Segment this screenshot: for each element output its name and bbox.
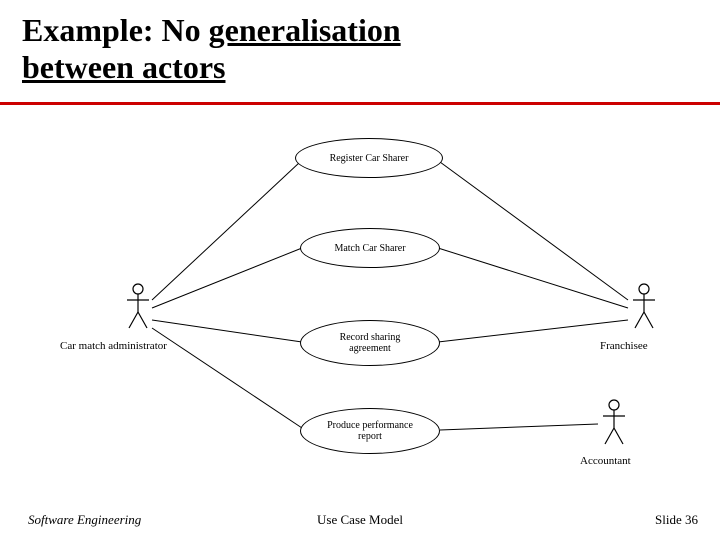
use-case-diagram: Register Car Sharer Match Car Sharer Recor… bbox=[0, 0, 720, 540]
actor-label-a2: Franchisee bbox=[600, 340, 648, 352]
actor-label-a1: Car match administrator bbox=[60, 340, 167, 352]
actor-a1 bbox=[124, 282, 152, 330]
actor-a2 bbox=[630, 282, 658, 330]
actor-label-a3: Accountant bbox=[580, 455, 631, 467]
usecase-uc4: Produce performancereport bbox=[300, 408, 440, 454]
footer-right: Slide 36 bbox=[655, 512, 698, 528]
usecase-uc1: Register Car Sharer bbox=[295, 138, 443, 178]
usecase-uc3: Record sharingagreement bbox=[300, 320, 440, 366]
actor-a3 bbox=[600, 398, 628, 446]
footer-center: Use Case Model bbox=[317, 512, 403, 528]
usecase-uc2: Match Car Sharer bbox=[300, 228, 440, 268]
footer-left: Software Engineering bbox=[28, 512, 141, 528]
